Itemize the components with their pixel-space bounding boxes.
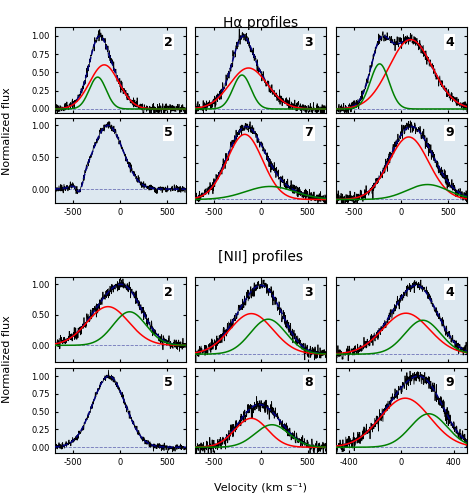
- Text: 4: 4: [445, 36, 454, 49]
- Text: Hα profiles: Hα profiles: [223, 16, 298, 30]
- Text: 5: 5: [164, 126, 173, 139]
- Text: 2: 2: [164, 36, 173, 49]
- Text: 9: 9: [445, 376, 454, 389]
- Text: Normalized flux: Normalized flux: [2, 315, 12, 403]
- Text: 4: 4: [445, 286, 454, 298]
- Text: Velocity (km s⁻¹): Velocity (km s⁻¹): [214, 483, 307, 493]
- Text: Normalized flux: Normalized flux: [2, 87, 12, 175]
- Text: 3: 3: [305, 286, 313, 298]
- Text: 5: 5: [164, 376, 173, 389]
- Text: 2: 2: [164, 286, 173, 298]
- Text: 8: 8: [305, 376, 313, 389]
- Text: 7: 7: [304, 126, 313, 139]
- Text: 3: 3: [305, 36, 313, 49]
- Text: 9: 9: [445, 126, 454, 139]
- Text: [NII] profiles: [NII] profiles: [218, 250, 303, 264]
